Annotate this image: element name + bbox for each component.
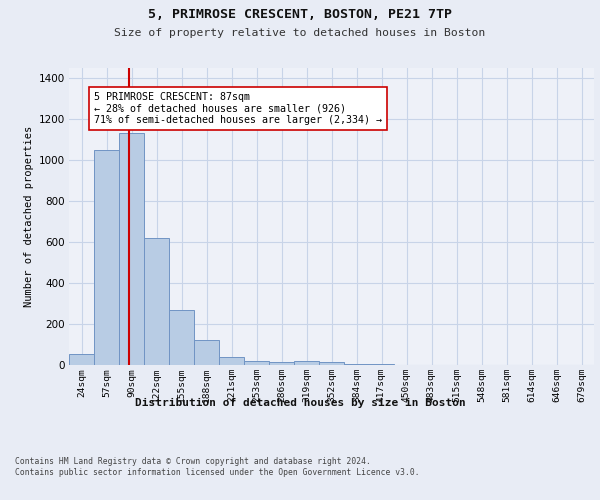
Bar xyxy=(219,357,244,365)
Bar xyxy=(69,354,94,365)
Bar xyxy=(144,238,169,365)
Bar xyxy=(344,364,369,365)
Text: 5, PRIMROSE CRESCENT, BOSTON, PE21 7TP: 5, PRIMROSE CRESCENT, BOSTON, PE21 7TP xyxy=(148,8,452,20)
Bar xyxy=(369,364,394,365)
Bar xyxy=(194,340,219,365)
Text: Distribution of detached houses by size in Boston: Distribution of detached houses by size … xyxy=(134,398,466,407)
Bar xyxy=(294,362,319,365)
Y-axis label: Number of detached properties: Number of detached properties xyxy=(25,126,34,307)
Bar xyxy=(169,310,194,365)
Bar xyxy=(269,362,294,365)
Bar xyxy=(94,150,119,365)
Bar xyxy=(319,362,344,365)
Text: 5 PRIMROSE CRESCENT: 87sqm
← 28% of detached houses are smaller (926)
71% of sem: 5 PRIMROSE CRESCENT: 87sqm ← 28% of deta… xyxy=(94,92,382,126)
Bar xyxy=(244,362,269,365)
Text: Contains HM Land Registry data © Crown copyright and database right 2024.
Contai: Contains HM Land Registry data © Crown c… xyxy=(15,458,419,477)
Text: Size of property relative to detached houses in Boston: Size of property relative to detached ho… xyxy=(115,28,485,38)
Bar xyxy=(119,133,144,365)
